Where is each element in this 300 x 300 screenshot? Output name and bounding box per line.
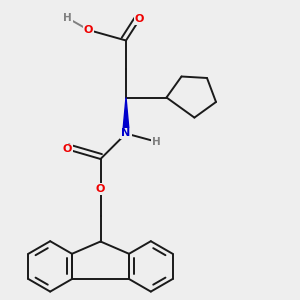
Text: H: H — [152, 136, 160, 147]
Text: O: O — [96, 184, 105, 194]
Text: H: H — [63, 13, 72, 23]
Polygon shape — [123, 98, 129, 134]
Text: O: O — [84, 25, 93, 35]
Text: O: O — [135, 14, 144, 25]
Text: O: O — [63, 144, 72, 154]
Text: N: N — [122, 128, 130, 139]
